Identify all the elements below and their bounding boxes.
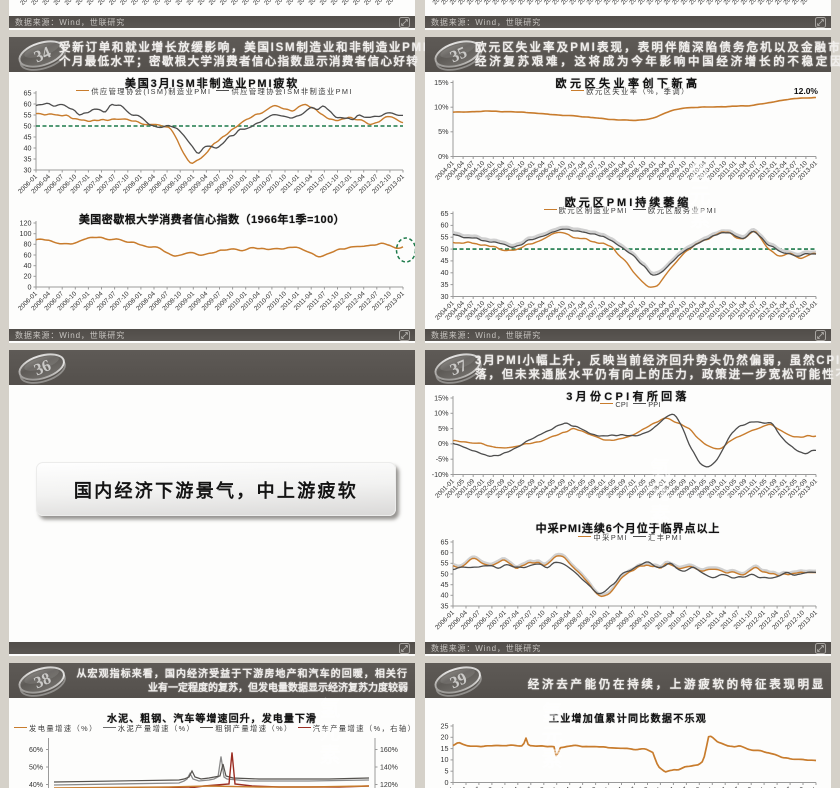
svg-text:45: 45 <box>441 580 449 589</box>
svg-text:-10%: -10% <box>432 469 449 478</box>
svg-text:40: 40 <box>441 590 449 599</box>
svg-text:60: 60 <box>441 548 449 557</box>
svg-text:80: 80 <box>24 239 32 248</box>
svg-text:140%: 140% <box>380 764 398 771</box>
svg-text:55: 55 <box>441 558 449 567</box>
svg-text:0: 0 <box>445 777 449 786</box>
svg-text:60%: 60% <box>29 746 43 753</box>
svg-text:5%: 5% <box>438 127 449 136</box>
svg-text:40: 40 <box>441 268 449 277</box>
svg-text:50: 50 <box>441 569 449 578</box>
svg-text:55: 55 <box>441 232 449 241</box>
svg-text:60: 60 <box>24 99 32 108</box>
svg-text:10%: 10% <box>434 102 449 111</box>
svg-text:5%: 5% <box>438 423 449 432</box>
svg-text:37: 37 <box>447 355 470 379</box>
svg-text:40: 40 <box>24 261 32 270</box>
svg-text:34: 34 <box>31 42 54 66</box>
svg-text:120: 120 <box>20 218 32 227</box>
svg-text:65: 65 <box>24 88 32 97</box>
svg-text:0: 0 <box>28 282 32 291</box>
svg-text:35: 35 <box>24 154 32 163</box>
svg-text:40: 40 <box>24 143 32 152</box>
svg-text:65: 65 <box>441 208 449 217</box>
svg-text:60: 60 <box>24 250 32 259</box>
svg-text:15%: 15% <box>434 77 449 86</box>
svg-text:39: 39 <box>447 668 470 692</box>
svg-text:20: 20 <box>441 732 449 741</box>
svg-text:15%: 15% <box>434 393 449 402</box>
svg-text:20: 20 <box>24 271 32 280</box>
svg-text:30: 30 <box>24 165 32 174</box>
svg-text:50: 50 <box>441 244 449 253</box>
svg-text:45: 45 <box>24 132 32 141</box>
svg-text:25: 25 <box>441 721 449 730</box>
svg-text:55: 55 <box>24 110 32 119</box>
svg-text:-5%: -5% <box>436 454 449 463</box>
svg-text:0%: 0% <box>438 151 449 160</box>
svg-text:35: 35 <box>441 601 449 610</box>
svg-text:35: 35 <box>447 42 470 66</box>
svg-text:50%: 50% <box>29 764 43 771</box>
svg-text:0%: 0% <box>438 439 449 448</box>
svg-text:35: 35 <box>441 279 449 288</box>
svg-text:10: 10 <box>441 755 449 764</box>
svg-text:120%: 120% <box>380 781 398 788</box>
svg-text:65: 65 <box>441 537 449 546</box>
svg-text:2011-01: 2011-01 <box>799 0 820 6</box>
svg-text:10%: 10% <box>434 408 449 417</box>
svg-text:40%: 40% <box>29 781 43 788</box>
svg-text:30: 30 <box>441 291 449 300</box>
svg-text:45: 45 <box>441 256 449 265</box>
svg-text:15: 15 <box>441 743 449 752</box>
svg-text:5: 5 <box>445 766 449 775</box>
svg-text:60: 60 <box>441 220 449 229</box>
svg-text:100: 100 <box>20 229 32 238</box>
svg-text:2010-01: 2010-01 <box>385 0 407 6</box>
svg-text:38: 38 <box>31 668 54 692</box>
svg-text:160%: 160% <box>380 746 398 753</box>
svg-text:36: 36 <box>31 355 54 379</box>
svg-text:50: 50 <box>24 121 32 130</box>
